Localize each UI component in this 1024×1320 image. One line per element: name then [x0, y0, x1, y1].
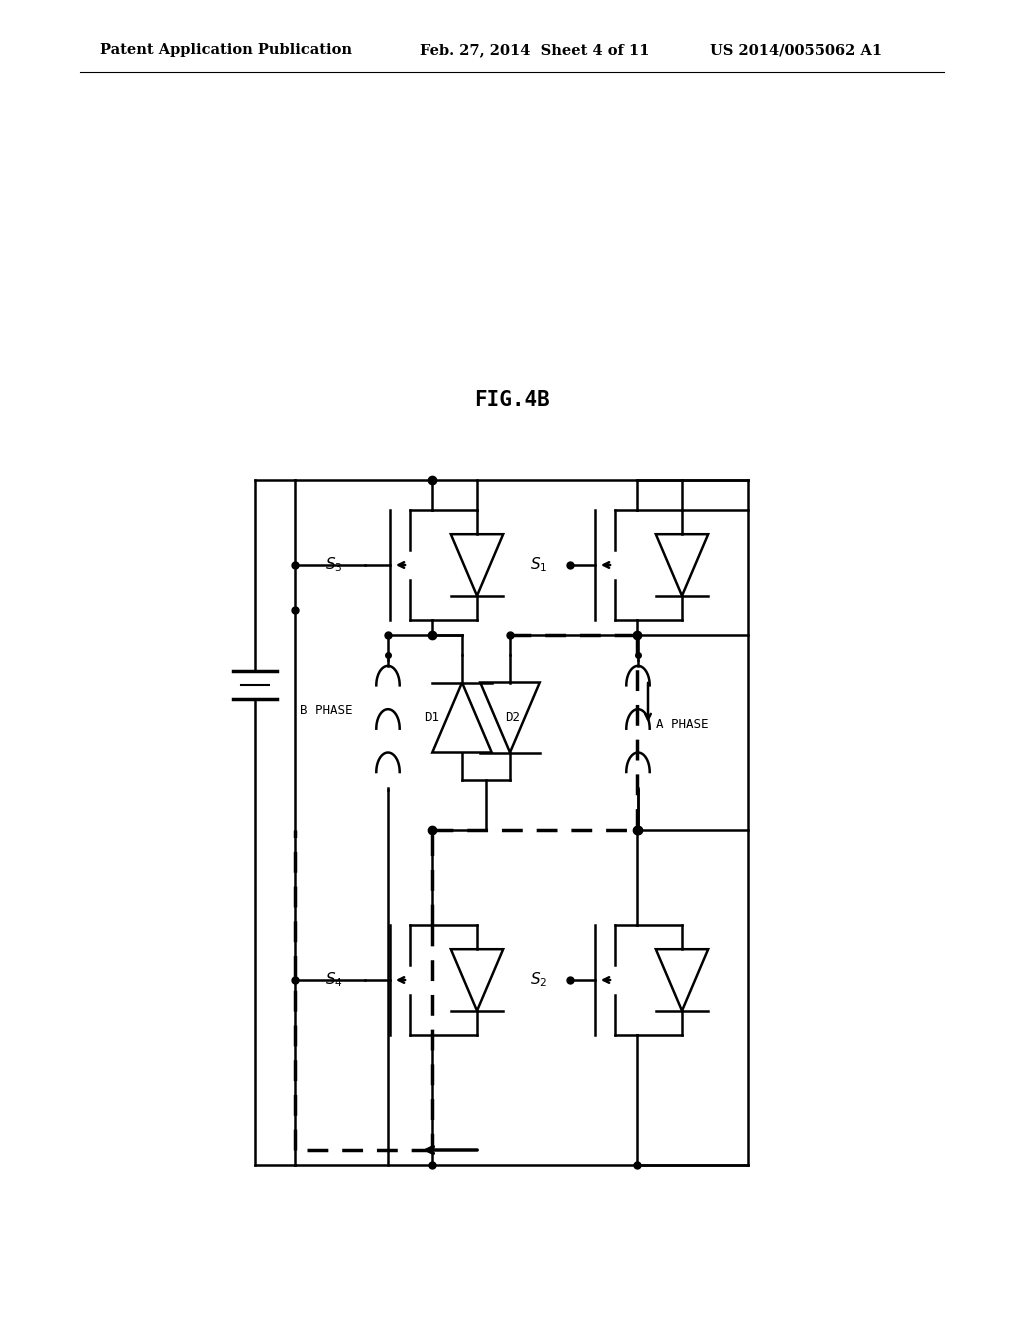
Text: FIG.4B: FIG.4B — [474, 389, 550, 411]
Text: $S_2$: $S_2$ — [530, 970, 548, 990]
Text: $S_4$: $S_4$ — [325, 970, 343, 990]
Text: Patent Application Publication: Patent Application Publication — [100, 44, 352, 57]
Text: B PHASE: B PHASE — [300, 704, 352, 717]
Text: $S_1$: $S_1$ — [530, 556, 548, 574]
Text: $S_3$: $S_3$ — [325, 556, 343, 574]
Text: US 2014/0055062 A1: US 2014/0055062 A1 — [710, 44, 882, 57]
Text: D2: D2 — [505, 711, 520, 723]
Text: D1: D1 — [424, 711, 439, 723]
Text: Feb. 27, 2014  Sheet 4 of 11: Feb. 27, 2014 Sheet 4 of 11 — [420, 44, 649, 57]
Text: A PHASE: A PHASE — [656, 718, 709, 731]
